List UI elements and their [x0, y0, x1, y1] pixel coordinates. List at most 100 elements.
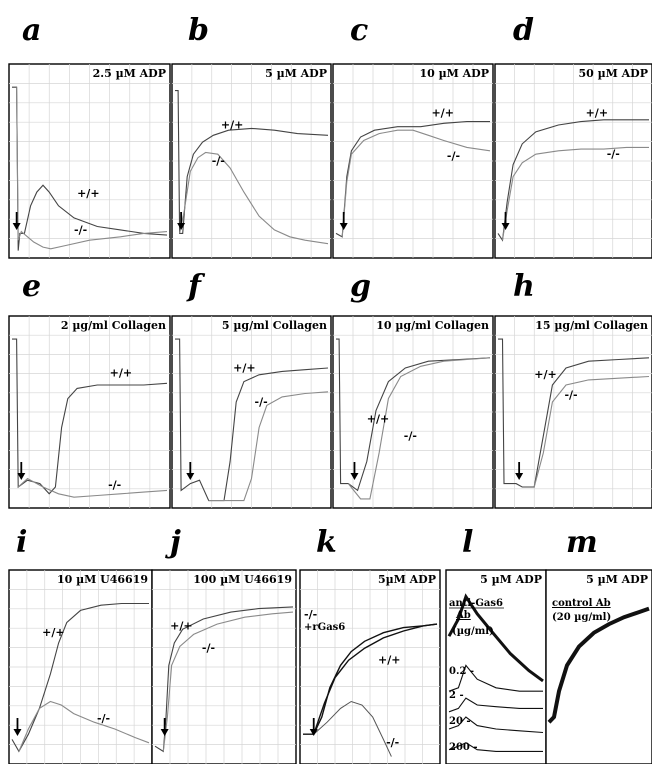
conc-tick-l: 2 -: [449, 690, 464, 701]
series-k-wt: [313, 623, 438, 735]
arrow-head-g: [350, 473, 359, 480]
panel-letter-a: a: [22, 13, 41, 48]
panel-l-title: 5 µM ADP: [480, 573, 542, 586]
arrow-head-a: [12, 223, 21, 230]
series-i-ko: [18, 700, 150, 752]
series-label-i: -/-: [97, 712, 110, 725]
panel-b: 5 µM ADP +/+ -/-: [171, 63, 332, 259]
panel-letter-f: f: [186, 269, 206, 304]
conc-unit-l: (µg/ml): [452, 626, 494, 637]
panel-a-grid: [9, 64, 170, 258]
panel-c: 10 µM ADP +/+ -/-: [332, 63, 494, 259]
series-label-g: -/-: [404, 429, 417, 442]
panel-b-grid: [172, 64, 331, 258]
panel-f-grid: [172, 316, 331, 508]
arrow-head-j: [160, 729, 169, 736]
panel-letter-c: c: [350, 13, 368, 48]
panel-b-title: 5 µM ADP: [265, 67, 327, 80]
series-label-a: -/-: [74, 223, 87, 236]
antibody-label-m: control Ab: [552, 598, 611, 609]
arrow-head-e: [17, 473, 26, 480]
arrow-head-i: [13, 729, 22, 736]
series-label-h: +/+: [534, 368, 556, 381]
panel-h: 15 µg/ml Collagen +/+ -/-: [494, 315, 652, 509]
conc-tick-l: 0.2 -: [449, 666, 474, 677]
panel-k-title: 5µM ADP: [378, 573, 436, 586]
series-label-e: -/-: [108, 479, 121, 492]
series-f-wt: [175, 338, 329, 502]
series-f-ko: [208, 391, 329, 502]
series-m-0: [547, 606, 650, 724]
panel-g: 10 µg/ml Collagen +/+ -/-: [332, 315, 494, 509]
panel-letter-i: i: [16, 525, 27, 560]
series-g-ko: [347, 357, 491, 500]
series-label-c: -/-: [447, 149, 460, 162]
panel-m-title: 5 µM ADP: [586, 573, 648, 586]
series-k-0: [303, 623, 438, 735]
series-label-d: +/+: [586, 106, 608, 119]
antibody-sublabel-l: Ab: [455, 610, 471, 621]
series-label-i: +/+: [42, 626, 64, 639]
conc-tick-l: 200 -: [449, 742, 478, 753]
panel-i: 10 µM U46619 +/+ -/-: [8, 569, 153, 764]
panel-j-title: 100 µM U46619: [193, 573, 292, 586]
panel-c-title: 10 µM ADP: [419, 67, 489, 80]
panel-f: 5 µg/ml Collagen +/+ -/-: [171, 315, 332, 509]
antibody-label-l: anti-Gas6: [449, 598, 503, 609]
panel-letter-h: h: [513, 269, 535, 304]
panel-k-grid: [300, 570, 440, 764]
panel-d-grid: [495, 64, 652, 258]
series-label-b: +/+: [221, 118, 243, 131]
series-label-c: +/+: [431, 106, 453, 119]
panel-letter-d: d: [513, 13, 534, 48]
arrow-head-k: [309, 729, 318, 736]
panel-i-title: 10 µM U46619: [57, 573, 148, 586]
panel-g-grid: [333, 316, 493, 508]
panel-letter-k: k: [316, 525, 337, 560]
panel-letter-m: m: [566, 525, 598, 560]
series-label-f: +/+: [233, 361, 255, 374]
panel-f-title: 5 µg/ml Collagen: [222, 319, 327, 332]
panel-c-grid: [333, 64, 493, 258]
series-h-ko: [533, 375, 650, 488]
series-label-j: +/+: [170, 619, 192, 632]
arrow-head-b: [177, 223, 186, 230]
conc-tick-l: 20 -: [449, 716, 471, 727]
series-label-g: +/+: [367, 412, 389, 425]
series-c-ko: [341, 129, 491, 237]
series-label-k-ko-rgas6: -/-: [304, 608, 317, 621]
series-label-b: -/-: [212, 155, 225, 168]
series-k-ko: [313, 700, 392, 757]
panel-letter-l: l: [462, 525, 473, 560]
panel-letter-j: j: [165, 525, 181, 560]
series-e-ko: [17, 477, 168, 498]
panel-letter-e: e: [22, 269, 41, 304]
panel-h-grid: [495, 316, 652, 508]
series-j-ko: [162, 611, 294, 752]
series-label-k: -/-: [386, 736, 399, 749]
series-label-e: +/+: [110, 367, 132, 380]
series-label-f: -/-: [255, 395, 268, 408]
panel-m-frame: [545, 569, 652, 764]
series-label-k: +/+: [378, 654, 400, 667]
series-i-wt: [11, 602, 149, 753]
panel-j-grid: [152, 570, 296, 764]
conc-unit-m: (20 µg/ml): [552, 612, 611, 623]
panel-j: 100 µM U46619 +/+ -/-: [151, 569, 297, 764]
series-label-k-rgas6: +rGas6: [304, 622, 345, 633]
panel-letter-b: b: [188, 13, 209, 48]
panel-a: 2.5 µM ADP +/+ -/-: [8, 63, 171, 259]
series-l-3: [448, 716, 544, 734]
arrow-head-d: [501, 223, 510, 230]
series-label-a: +/+: [77, 187, 99, 200]
panel-d-title: 50 µM ADP: [578, 67, 648, 80]
series-g-wt: [336, 338, 491, 492]
panel-h-title: 15 µg/ml Collagen: [535, 319, 648, 332]
series-label-h: -/-: [564, 389, 577, 402]
panel-g-title: 10 µg/ml Collagen: [376, 319, 489, 332]
series-l-0: [447, 593, 544, 683]
arrow-head-c: [339, 223, 348, 230]
series-l-2: [448, 697, 543, 713]
